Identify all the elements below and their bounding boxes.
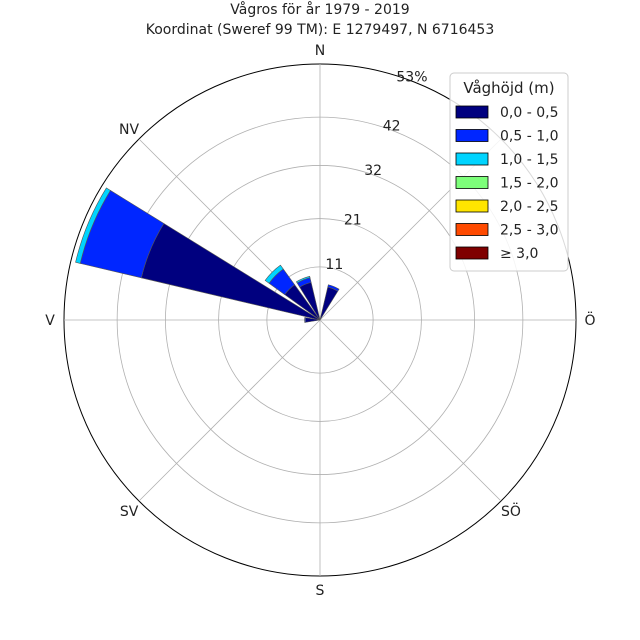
legend-box — [449, 72, 569, 272]
radial-labels: 11 21 32 42 53% — [325, 69, 427, 272]
radial-tick-label: 32 — [364, 163, 382, 179]
legend-swatch — [455, 129, 489, 142]
direction-label: NV — [119, 122, 139, 138]
radial-tick-label: 11 — [325, 257, 343, 273]
chart-subtitle: Koordinat (Sweref 99 TM): E 1279497, N 6… — [146, 22, 495, 38]
grid-spoke — [138, 319, 321, 502]
direction-label: V — [45, 313, 55, 329]
legend-swatch — [455, 199, 489, 213]
rose-bar-segment — [327, 284, 340, 292]
radial-tick-label: 53% — [396, 69, 427, 85]
radial-tick-label: 21 — [344, 212, 362, 228]
radial-tick-label: 42 — [383, 119, 401, 135]
direction-labels: N Ö SÖ S SV V NV — [45, 43, 595, 599]
direction-label: Ö — [584, 311, 595, 329]
legend-label: 2,5 - 3,0 — [500, 223, 558, 239]
direction-label: S — [316, 583, 325, 599]
rose-bar-segment — [140, 223, 321, 321]
direction-label: SV — [120, 504, 139, 520]
legend-swatch — [455, 105, 489, 119]
legend-label: 0,0 - 0,5 — [500, 105, 558, 121]
direction-label: SÖ — [501, 502, 521, 520]
legend-swatch — [455, 223, 489, 236]
rose-bar-segment — [295, 275, 311, 284]
legend-label: 0,5 - 1,0 — [500, 129, 558, 145]
wind-rose-bars — [75, 187, 340, 323]
rose-bar-segment — [304, 317, 307, 323]
legend-swatch — [455, 176, 489, 189]
legend-label: 2,0 - 2,5 — [500, 199, 558, 215]
legend-title: Våghöjd (m) — [463, 79, 554, 97]
legend-label: 1,5 - 2,0 — [500, 176, 558, 192]
legend-swatch — [455, 152, 489, 166]
rose-bar-segment — [264, 264, 284, 284]
chart-title: Vågros för år 1979 - 2019 — [230, 1, 409, 18]
rose-bar-segment — [75, 187, 111, 264]
direction-label: N — [315, 43, 325, 59]
grid-spoke — [319, 319, 502, 502]
legend-label: 1,0 - 1,5 — [500, 152, 558, 168]
rose-bar-segment — [319, 286, 339, 321]
legend-label: ≥ 3,0 — [500, 246, 538, 262]
legend: Våghöjd (m) 0,0 - 0,5 0,5 - 1,0 1,0 - 1,5 1,… — [449, 72, 569, 272]
legend-swatch — [455, 246, 489, 260]
